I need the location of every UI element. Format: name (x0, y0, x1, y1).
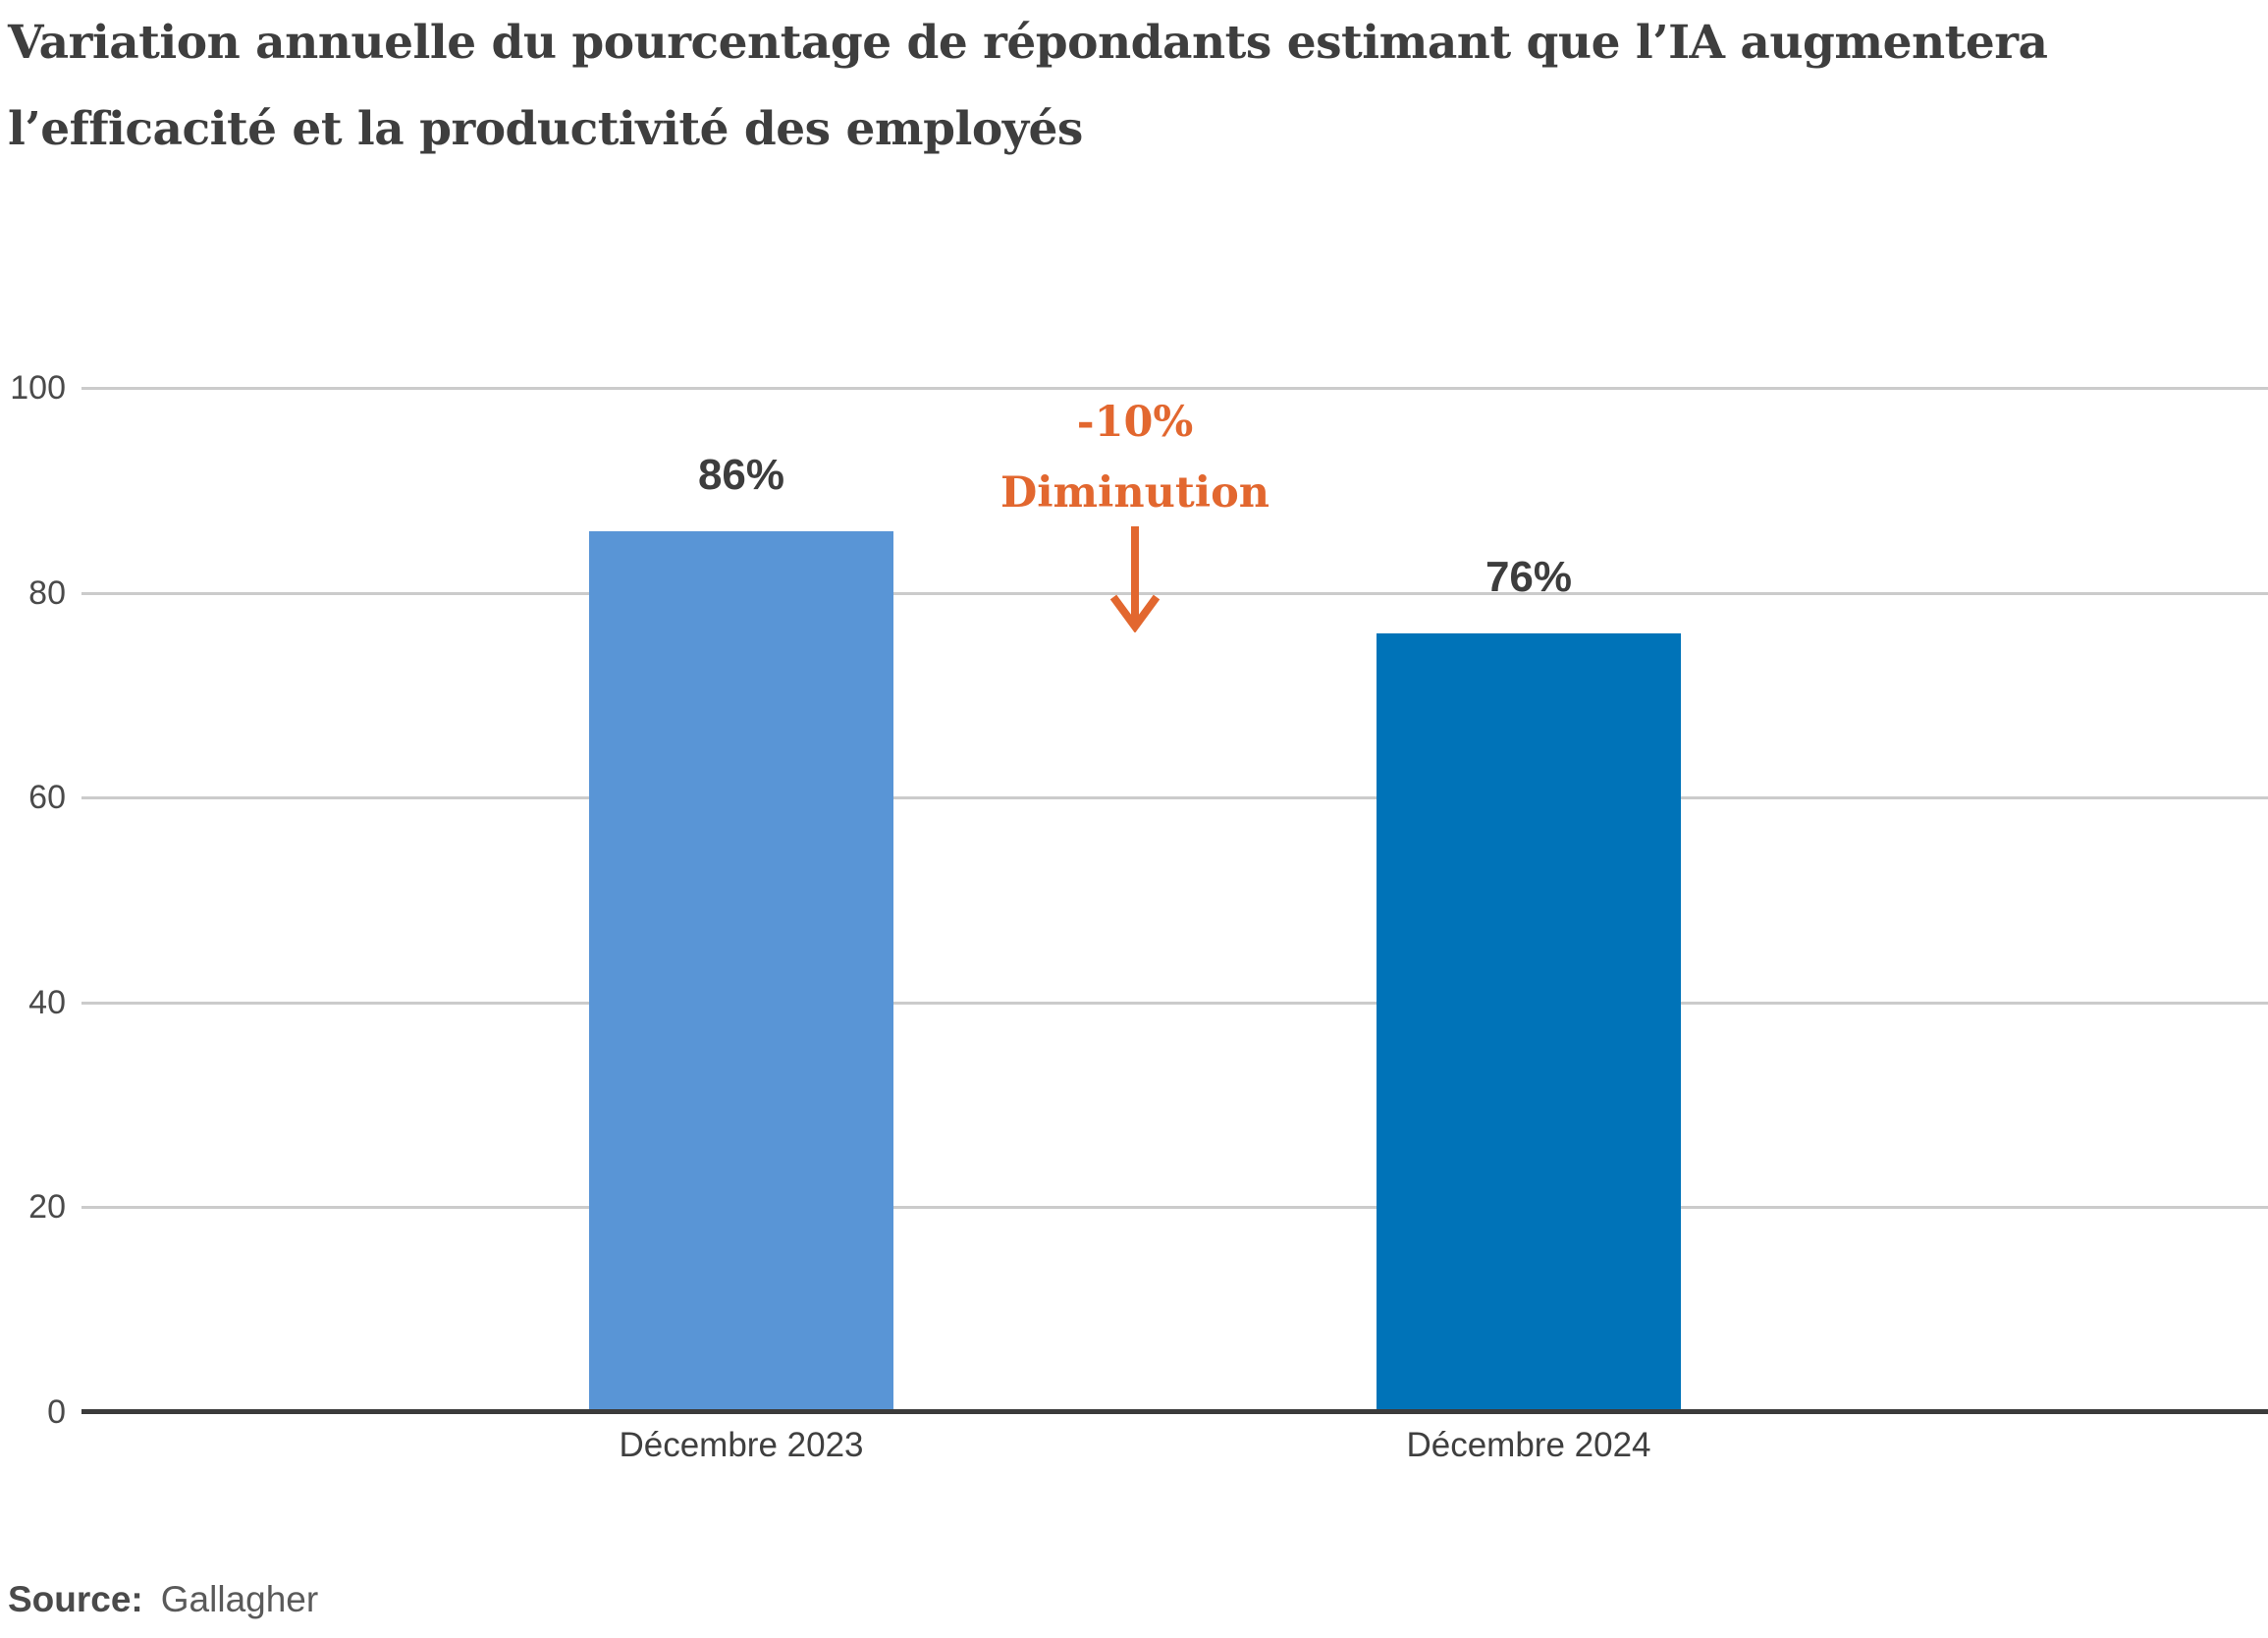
x-axis-label: Décembre 2024 (1406, 1426, 1651, 1464)
y-tick-label-80: 80 (28, 573, 66, 612)
bar-Décembre 2024 (1377, 633, 1681, 1412)
bar-value-label: 86% (697, 451, 785, 500)
down-arrow-icon (1109, 526, 1161, 632)
annotation-delta-label: Diminution (999, 468, 1270, 518)
source-label: Source: (8, 1579, 143, 1619)
chart-title: Variation annuelle du pourcentage de rép… (8, 0, 2261, 173)
source-line: Source: Gallagher (8, 1577, 318, 1622)
y-tick-label-40: 40 (28, 983, 66, 1021)
gridline-20 (81, 1206, 2268, 1210)
y-tick-label-60: 60 (28, 779, 66, 817)
gridline-40 (81, 1001, 2268, 1005)
gridline-60 (81, 796, 2268, 800)
y-tick-label-20: 20 (28, 1188, 66, 1227)
gridline-80 (81, 591, 2268, 595)
gridline-100 (81, 387, 2268, 390)
chart-title-line-1: Variation annuelle du pourcentage de rép… (8, 16, 2048, 70)
source-value: Gallagher (160, 1579, 319, 1619)
chart-title-line-2: l’efficacité et la productivité des empl… (8, 102, 1083, 156)
x-axis-label: Décembre 2023 (619, 1426, 864, 1464)
y-tick-label-0: 0 (47, 1393, 66, 1431)
annotation-diminution: -10% Diminution (939, 395, 1331, 632)
annotation-delta-value: -10% (1076, 398, 1194, 447)
x-axis-line (81, 1409, 2268, 1414)
bar-Décembre 2023 (589, 531, 893, 1412)
y-tick-label-100: 100 (10, 369, 66, 407)
bar-value-label: 76% (1485, 553, 1573, 602)
